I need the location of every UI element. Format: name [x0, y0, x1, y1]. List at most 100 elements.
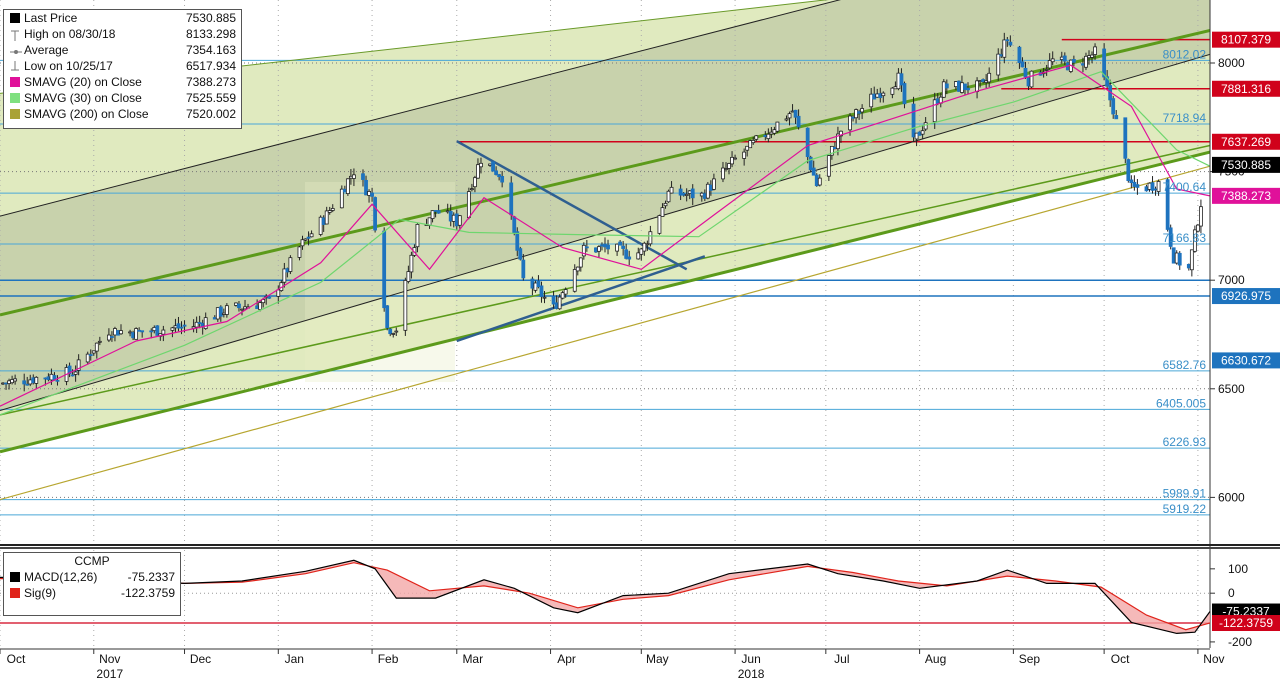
candle — [330, 204, 335, 213]
candle-body — [43, 377, 48, 380]
candle-body — [808, 156, 813, 171]
candle — [288, 255, 293, 275]
candle-body — [796, 115, 801, 128]
candle-body — [10, 379, 15, 384]
candle — [1147, 182, 1152, 192]
candle-body — [833, 147, 837, 150]
candle-body — [621, 245, 626, 249]
candle — [385, 305, 390, 331]
candle — [1186, 263, 1191, 271]
candle — [339, 185, 344, 209]
candle-body — [917, 131, 922, 136]
candle-body — [28, 379, 33, 385]
legend-row-average: Average 7354.163 — [4, 42, 241, 58]
candle-body — [97, 340, 102, 343]
candle-body — [403, 280, 408, 331]
candle-body — [848, 115, 852, 131]
candle-body — [987, 72, 992, 83]
candle-body — [727, 163, 731, 169]
signal-line — [0, 562, 1211, 631]
candle-body — [724, 168, 728, 170]
candle-body — [67, 365, 72, 375]
candle — [690, 184, 695, 206]
candle — [597, 245, 601, 258]
candle-body — [1090, 54, 1094, 58]
candle-body — [1047, 60, 1052, 69]
candle-body — [179, 326, 184, 329]
candle-body — [107, 334, 111, 341]
fib-level-label: 6582.76 — [1163, 358, 1207, 372]
candle — [560, 290, 565, 300]
candle-body — [85, 353, 90, 363]
candle-body — [996, 53, 1001, 76]
candle-body — [1020, 61, 1025, 68]
candle-body — [811, 167, 816, 176]
candle — [13, 374, 18, 385]
month-label: May — [646, 652, 669, 666]
fib-level-label: 6226.93 — [1163, 435, 1207, 449]
candle-body — [34, 376, 39, 384]
candle-body — [1153, 188, 1158, 191]
candle-body — [872, 93, 877, 100]
candle — [811, 160, 816, 176]
candle-body — [1165, 179, 1170, 230]
month-label: Jul — [834, 652, 849, 666]
candle-body — [382, 230, 387, 309]
candle — [97, 336, 102, 346]
candle-body — [1174, 252, 1179, 264]
candle-body — [666, 190, 671, 203]
candle — [1111, 95, 1116, 119]
candle — [881, 91, 886, 103]
candle-body — [539, 285, 544, 297]
candle — [300, 235, 305, 250]
candle — [1020, 57, 1025, 68]
candle-body — [1123, 117, 1128, 159]
candle — [624, 243, 629, 260]
candle — [67, 362, 72, 378]
candle — [957, 80, 961, 92]
candle-body — [745, 145, 750, 151]
candle — [575, 266, 580, 276]
candle-body — [406, 271, 411, 282]
candle — [282, 262, 287, 288]
candle — [1165, 178, 1170, 232]
candle-body — [300, 239, 305, 247]
candle — [364, 175, 368, 196]
candle-body — [430, 210, 435, 219]
candle-body — [551, 295, 556, 305]
candle — [754, 135, 759, 142]
price-tags: 8107.379 7881.316 7637.269 7530.885 7388.273… — [1212, 31, 1280, 369]
candle — [627, 250, 632, 266]
candle — [836, 126, 840, 156]
candle-body — [603, 243, 607, 248]
candle — [430, 210, 435, 223]
candle-body — [1144, 186, 1149, 192]
candle-body — [663, 202, 668, 207]
month-label: Oct — [7, 652, 26, 666]
candle-body — [932, 99, 937, 123]
panel-separator — [0, 544, 1280, 549]
candle — [826, 154, 831, 182]
candle — [1177, 251, 1182, 270]
lower-trendline — [0, 150, 1210, 454]
candle-body — [49, 373, 54, 381]
candle — [724, 162, 728, 172]
candle — [512, 215, 517, 236]
candle — [203, 312, 208, 330]
candle-body — [243, 306, 247, 310]
candle-body — [1050, 58, 1055, 63]
candle-body — [1062, 55, 1067, 62]
candle — [149, 328, 154, 339]
candle — [382, 227, 387, 312]
candle-body — [303, 238, 308, 241]
candle-body — [137, 329, 142, 332]
candle-body — [966, 87, 970, 91]
candle-body — [276, 289, 281, 297]
candle-body — [88, 354, 93, 357]
candle — [669, 181, 674, 194]
candle — [618, 240, 623, 246]
candle — [987, 67, 992, 87]
candle — [796, 109, 801, 130]
macd-panel-title: CCMP — [74, 554, 110, 568]
